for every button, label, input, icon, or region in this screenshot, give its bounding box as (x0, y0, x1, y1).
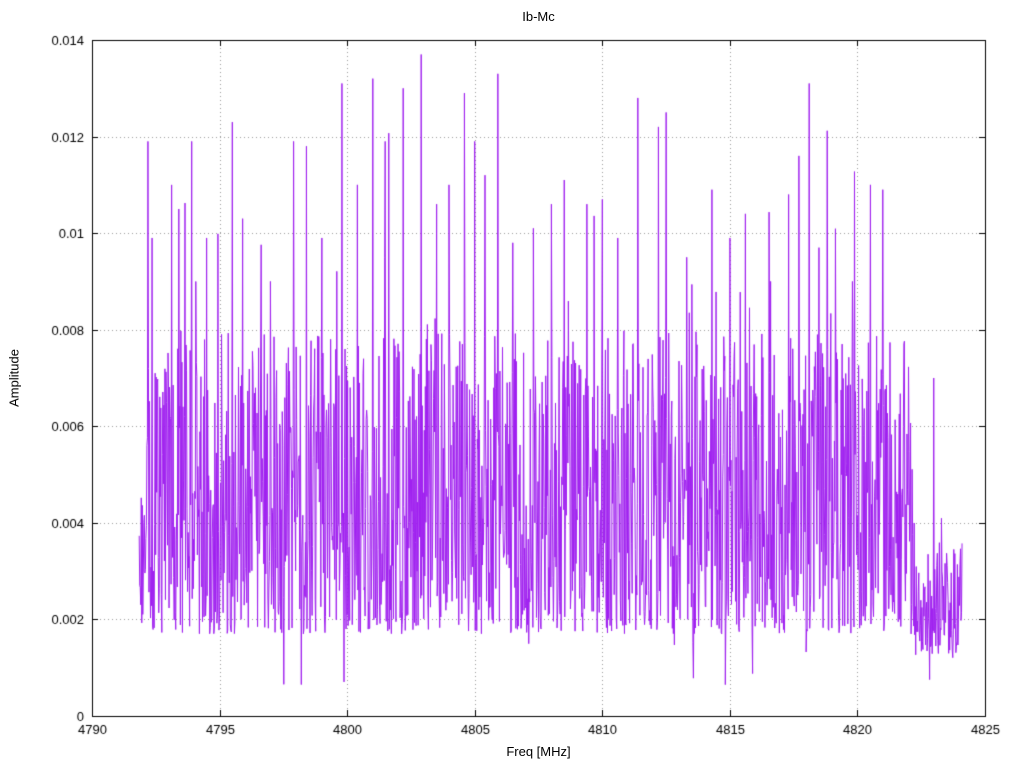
chart-title: Ib-Mc (522, 9, 555, 24)
x-axis-label: Freq [MHz] (506, 744, 571, 759)
y-axis-label: Amplitude (6, 349, 22, 407)
